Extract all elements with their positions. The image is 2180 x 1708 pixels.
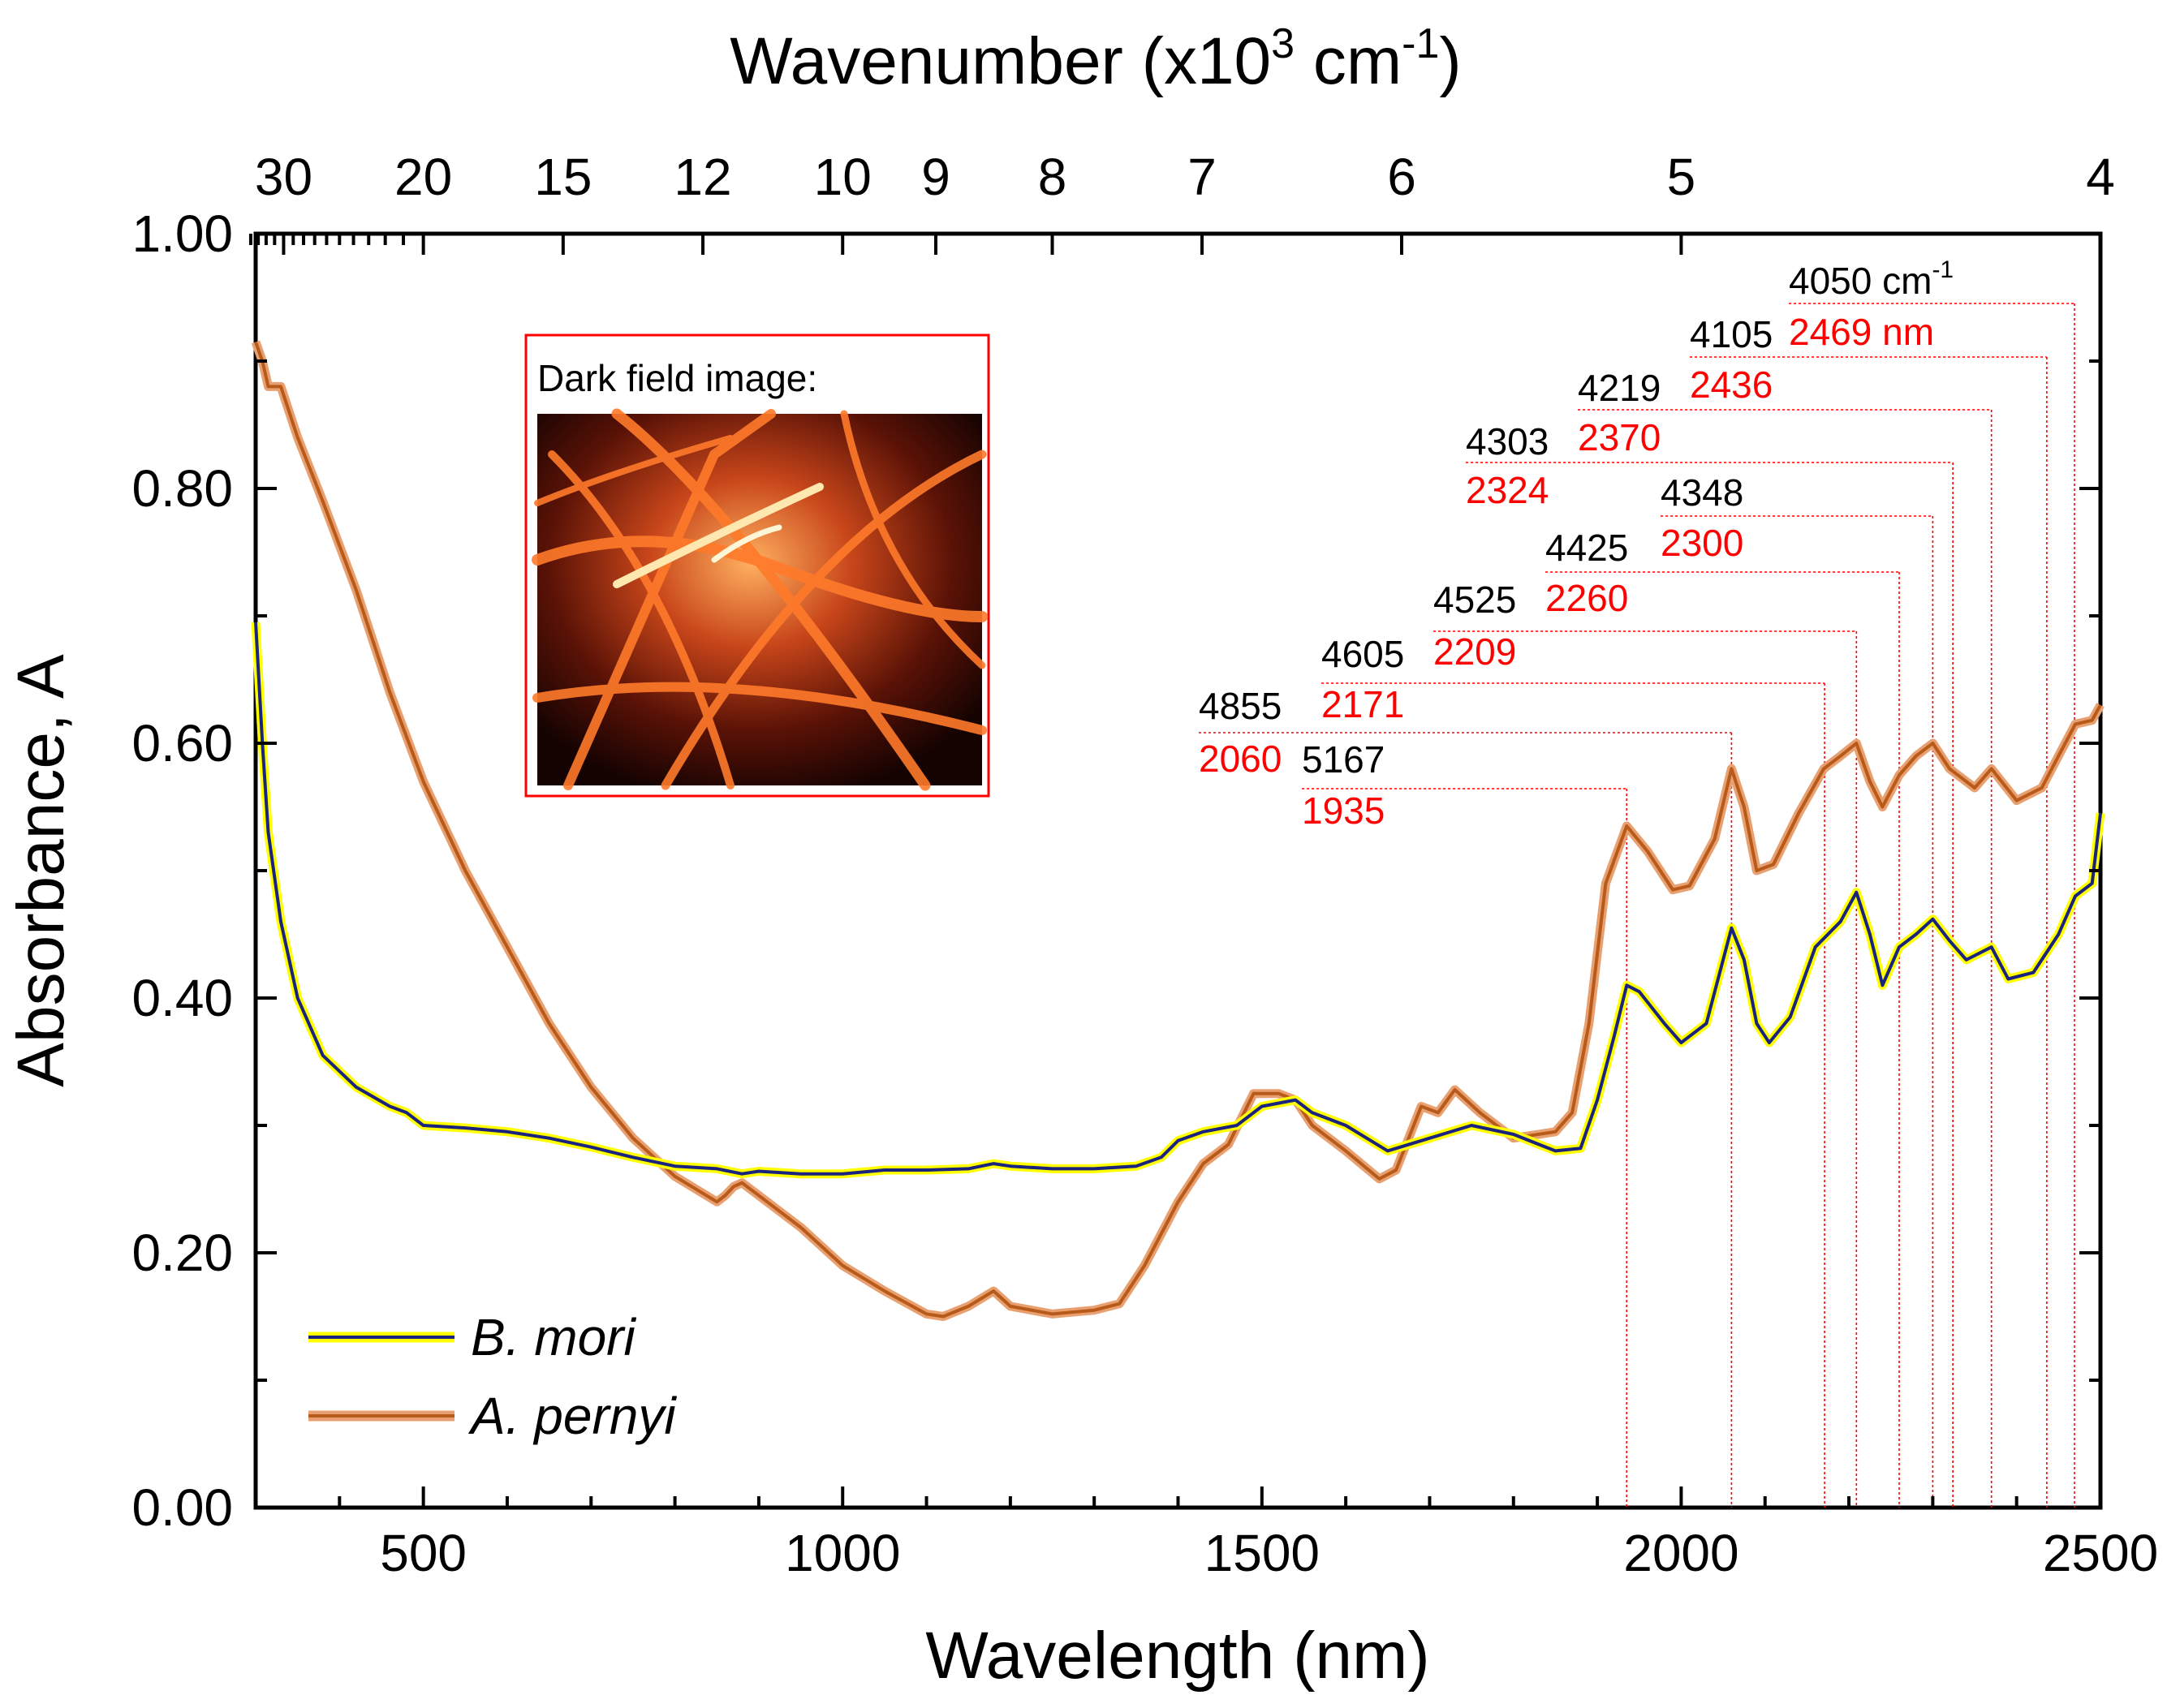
top-tick-label: 15 (534, 148, 592, 206)
x-tick-label: 2000 (1623, 1524, 1738, 1582)
annotation-wavelength: 2370 (1578, 416, 1661, 458)
series-layer (251, 340, 2105, 1321)
top-tick-label: 4 (2086, 148, 2115, 206)
inset-label: Dark field image: (537, 357, 817, 399)
annotation-wavenumber: 4605 (1321, 633, 1404, 675)
annotation-lines (1199, 303, 2075, 1508)
top-tick-label: 9 (921, 148, 950, 206)
top-tick-label: 8 (1038, 148, 1067, 206)
top-tick-label: 12 (674, 148, 731, 206)
annotation-wavenumber: 5167 (1302, 738, 1385, 781)
x-tick-label: 2500 (2043, 1524, 2158, 1582)
annotation-wavelength: 2060 (1199, 738, 1282, 780)
top-axis-title-exp: 3 (1271, 20, 1295, 67)
top-axis-title-main: Wavenumber (x10 (730, 24, 1271, 98)
y-axis: 0.00 0.20 0.40 0.60 0.80 1.00 (131, 204, 2100, 1537)
annotation-wavelength: 2324 (1466, 469, 1549, 511)
annotation-wavenumber: 4219 (1578, 367, 1661, 409)
annotation-wavenumber: 4525 (1433, 579, 1516, 621)
annotation-wavelength: 2171 (1321, 683, 1404, 725)
inset-dark-field: Dark field image: (524, 333, 990, 798)
y-tick-label: 0.20 (131, 1224, 233, 1282)
annotation-wavelength: 2436 (1690, 364, 1773, 406)
series-line (254, 622, 2102, 1176)
annotation-wavenumber: 4105 (1690, 313, 1773, 355)
top-tick-label: 6 (1387, 148, 1416, 206)
top-axis-title: Wavenumber (x103 cm-1) (730, 20, 1461, 98)
x-tick-label: 1500 (1204, 1524, 1320, 1582)
legend-label: A. pernyi (467, 1387, 677, 1445)
annotation-wavelength: 2209 (1433, 630, 1516, 673)
y-axis-title: Absorbance, A (4, 654, 78, 1087)
annotation-wavenumber: 4348 (1661, 471, 1743, 514)
legend-label: B. mori (471, 1308, 636, 1366)
x-axis-title: Wavelength (nm) (925, 1619, 1429, 1693)
y-tick-label: 0.80 (131, 459, 233, 518)
annotation-wavenumber: 4050 cm-1 (1789, 256, 1954, 302)
annotation-wavelength: 2260 (1545, 577, 1628, 619)
x-tick-label: 1000 (785, 1524, 900, 1582)
top-tick-label: 20 (394, 148, 452, 206)
legend: B. mori A. pernyi (308, 1308, 677, 1445)
dark-field-image (532, 408, 988, 791)
annotation-wavenumber: 4855 (1199, 685, 1282, 727)
y-tick-label: 0.00 (131, 1478, 233, 1537)
series-line (254, 341, 2102, 1319)
y-tick-label: 1.00 (131, 204, 233, 263)
y-tick-label: 0.60 (131, 714, 233, 772)
y-tick-label: 0.40 (131, 969, 233, 1027)
annotation-wavenumber: 4303 (1466, 420, 1549, 462)
x-axis-bottom: 500 1000 1500 2000 2500 (338, 1486, 2158, 1582)
top-tick-label: 7 (1187, 148, 1217, 206)
annotation-wavelength: 1935 (1302, 789, 1385, 832)
x-axis-top: 30 20 15 12 10 9 8 7 6 5 4 (248, 148, 2115, 255)
annotation-wavelength: 2300 (1661, 522, 1743, 564)
top-tick-label: 5 (1667, 148, 1696, 206)
top-tick-label: 30 (255, 148, 312, 206)
annotation-wavenumber-sup: -1 (1932, 256, 1954, 283)
top-axis-title-end: ) (1439, 24, 1461, 98)
x-tick-label: 500 (380, 1524, 467, 1582)
top-axis-title-mid: cm (1295, 24, 1402, 98)
annotation-wavelength: 2469 nm (1789, 311, 1934, 353)
top-axis-title-exp2: -1 (1402, 20, 1439, 67)
annotation-wavenumber: 4425 (1545, 527, 1628, 569)
annotation-labels: 4050 cm-1 2469 nm 4105 2436 4219 2370 4303 2324… (1199, 256, 1954, 832)
top-tick-label: 10 (814, 148, 872, 206)
